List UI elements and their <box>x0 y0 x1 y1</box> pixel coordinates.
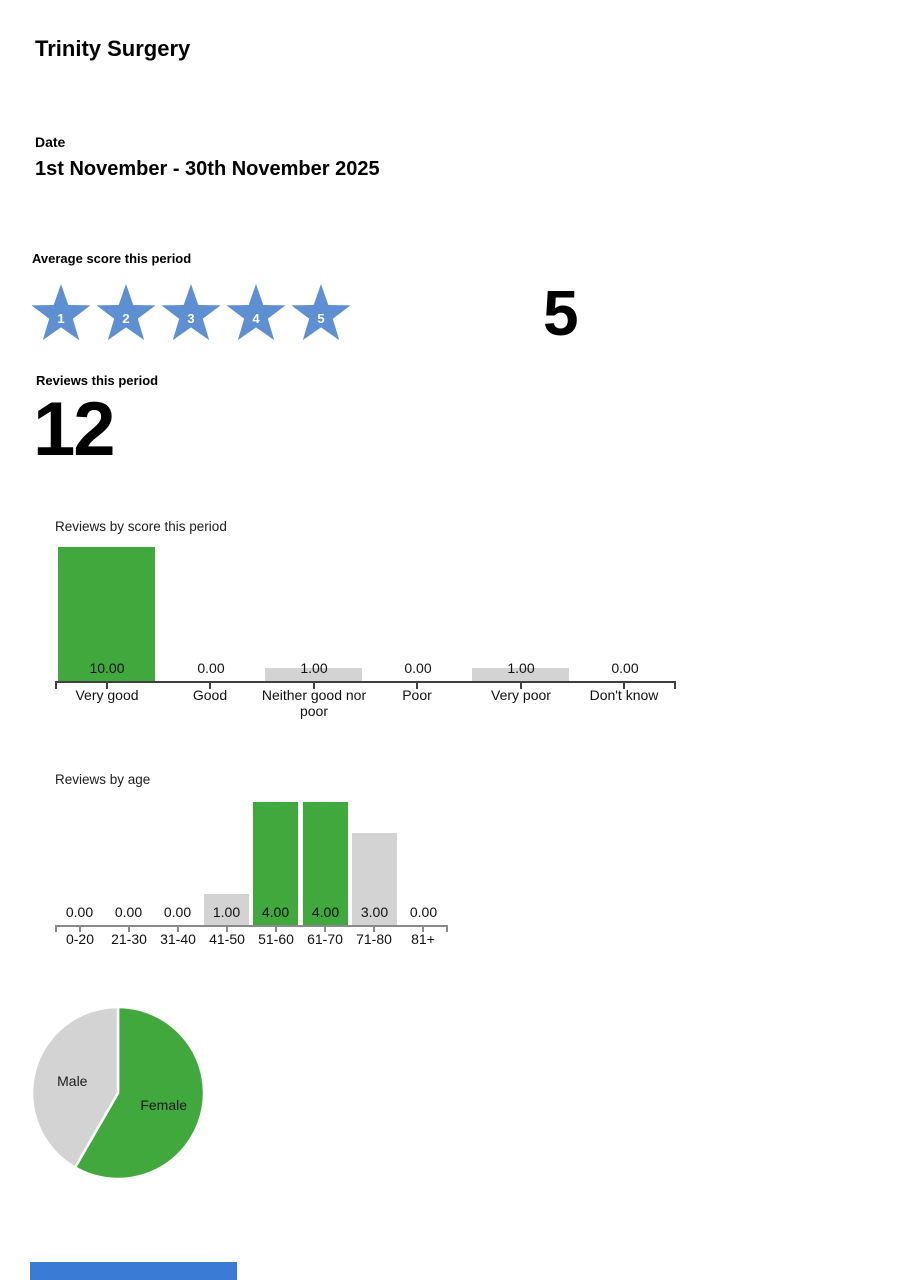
category-label: 0-20 <box>65 931 95 947</box>
average-score-value: 5 <box>543 277 579 349</box>
star-rating: 1 2 3 4 5 <box>30 281 352 345</box>
axis-tick <box>313 683 315 689</box>
axis-tick <box>422 927 424 932</box>
bar <box>265 668 362 681</box>
star-icon: 5 <box>291 284 351 341</box>
axis-tick <box>128 927 130 932</box>
bar-value-label: 10.00 <box>89 660 125 676</box>
bar <box>352 833 397 925</box>
category-label: 81+ <box>411 931 435 947</box>
star-number: 3 <box>187 311 194 326</box>
pie-slice-male <box>30 1005 120 1169</box>
axis-tick <box>416 683 418 689</box>
bar-value-label: 1.00 <box>300 660 328 676</box>
category-label: 21-30 <box>111 931 147 947</box>
axis-tick <box>674 683 676 689</box>
star-number: 2 <box>122 311 129 326</box>
axis-tick <box>106 683 108 689</box>
bar-value-label: 0.00 <box>197 660 225 676</box>
category-label: 51-60 <box>258 931 294 947</box>
bar-value-label: 0.00 <box>163 904 192 920</box>
category-label: Good <box>192 687 228 703</box>
category-label: 41-50 <box>209 931 245 947</box>
bar <box>303 802 348 925</box>
footer-accent-bar <box>30 1262 237 1280</box>
date-label: Date <box>35 134 66 150</box>
bar-value-label: 0.00 <box>409 904 438 920</box>
star-icon: 3 <box>161 284 221 341</box>
star-number: 4 <box>252 311 260 326</box>
category-label: 61-70 <box>307 931 343 947</box>
axis-tick <box>226 927 228 932</box>
axis-tick <box>79 927 81 932</box>
category-label: Very good <box>75 687 139 703</box>
category-label: Don't know <box>589 687 659 703</box>
bar-value-label: 4.00 <box>261 904 290 920</box>
star-number: 1 <box>57 311 64 326</box>
axis-tick <box>177 927 179 932</box>
chart-title: Reviews by age <box>55 772 151 787</box>
category-label: Very poor <box>491 687 551 703</box>
chart-reviews-by-age: Reviews by age 0.00 0-20 0.00 21-30 0.00 31-4… <box>55 763 485 958</box>
page-title: Trinity Surgery <box>35 36 191 61</box>
bar <box>204 894 249 925</box>
bar-value-label: 4.00 <box>311 904 340 920</box>
axis-tick <box>55 927 57 932</box>
chart-title: Reviews by score this period <box>55 519 227 534</box>
bar <box>253 802 298 925</box>
axis-tick <box>324 927 326 932</box>
bar <box>472 668 569 681</box>
star-number: 5 <box>317 311 324 326</box>
chart-reviews-by-score: Reviews by score this period 10.00 Very g… <box>55 510 715 725</box>
star-icon: 4 <box>226 284 286 341</box>
bar-value-label: 1.00 <box>507 660 535 676</box>
bar-value-label: 0.00 <box>404 660 432 676</box>
bar-value-label: 0.00 <box>65 904 94 920</box>
axis-tick <box>520 683 522 689</box>
pie-label-female: Female <box>140 1097 187 1113</box>
pie-slice-female <box>73 1005 206 1181</box>
pie-label-male: Male <box>57 1073 88 1089</box>
bar-value-label: 0.00 <box>611 660 639 676</box>
gender-pie-chart: Female Male <box>28 1003 208 1183</box>
axis-tick <box>275 927 277 932</box>
axis-tick <box>209 683 211 689</box>
date-range-value: 1st November - 30th November 2025 <box>35 158 380 180</box>
axis-tick <box>55 683 57 689</box>
x-axis-line <box>55 681 676 683</box>
x-axis-line <box>55 925 448 927</box>
axis-tick <box>446 927 448 932</box>
reviews-count-value: 12 <box>33 387 116 472</box>
bar-value-label: 1.00 <box>212 904 241 920</box>
axis-tick <box>623 683 625 689</box>
category-label: Neither good nor poor <box>261 687 367 719</box>
category-label: Poor <box>402 687 432 703</box>
axis-tick <box>373 927 375 932</box>
bar <box>58 547 155 681</box>
category-label: 71-80 <box>356 931 392 947</box>
star-icon: 1 <box>31 284 91 341</box>
average-score-label: Average score this period <box>32 251 192 266</box>
star-icon: 2 <box>96 284 156 341</box>
reviews-count-label: Reviews this period <box>36 373 159 388</box>
category-label: 31-40 <box>160 931 196 947</box>
bar-value-label: 3.00 <box>360 904 389 920</box>
bar-value-label: 0.00 <box>114 904 143 920</box>
